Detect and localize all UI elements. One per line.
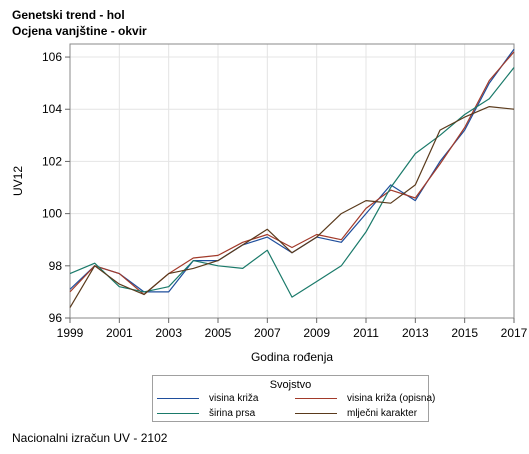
y-tick-label: 98 — [49, 259, 63, 273]
x-tick-label: 2001 — [106, 326, 133, 340]
x-tick-label: 2013 — [402, 326, 429, 340]
x-tick-label: 2017 — [501, 326, 528, 340]
legend-label: visina križa — [209, 393, 259, 404]
chart-title: Genetski trend - hol — [12, 8, 125, 22]
y-tick-label: 100 — [42, 207, 62, 221]
legend-label: mlječni karakter — [347, 408, 418, 419]
y-axis-label: UV12 — [11, 166, 25, 196]
legend-swatch-mljecni-karakter — [295, 413, 337, 414]
series-line — [69, 67, 515, 298]
legend-swatch-visina-kriza — [157, 398, 199, 399]
y-tick-label: 96 — [49, 311, 63, 325]
legend-swatch-visina-kriza-opisna — [295, 398, 337, 399]
chart-subtitle: Ocjena vanjštine - okvir — [12, 24, 147, 38]
legend-item-sirina-prsa: širina prsa — [157, 407, 287, 420]
x-tick-label: 2009 — [303, 326, 330, 340]
legend-item-visina-kriza-opisna: visina križa (opisna) — [295, 392, 435, 405]
legend-label: širina prsa — [209, 408, 256, 419]
x-tick-label: 2011 — [353, 326, 379, 340]
legend-swatch-sirina-prsa — [157, 413, 199, 414]
plot-frame — [69, 43, 515, 319]
legend-label: visina križa (opisna) — [347, 393, 436, 404]
legend-item-visina-kriza: visina križa — [157, 392, 287, 405]
x-tick-label: 1999 — [57, 326, 84, 340]
x-tick-label: 2007 — [254, 326, 281, 340]
y-tick-label: 104 — [42, 102, 62, 116]
x-axis-label: Godina rođenja — [251, 350, 333, 364]
x-tick-label: 2003 — [155, 326, 182, 340]
x-tick-label: 2005 — [205, 326, 232, 340]
y-tick-label: 106 — [42, 50, 62, 64]
series-line — [69, 105, 515, 308]
series-line — [69, 48, 515, 293]
legend: Svojstvo visina križa visina križa (opis… — [152, 375, 435, 422]
x-tick-label: 2015 — [451, 326, 478, 340]
legend-title: Svojstvo — [269, 379, 312, 391]
y-tick-label: 102 — [42, 154, 62, 168]
legend-item-mljecni-karakter: mlječni karakter — [295, 407, 425, 420]
series-line — [69, 51, 515, 296]
footnote: Nacionalni izračun UV - 2102 — [12, 431, 168, 445]
